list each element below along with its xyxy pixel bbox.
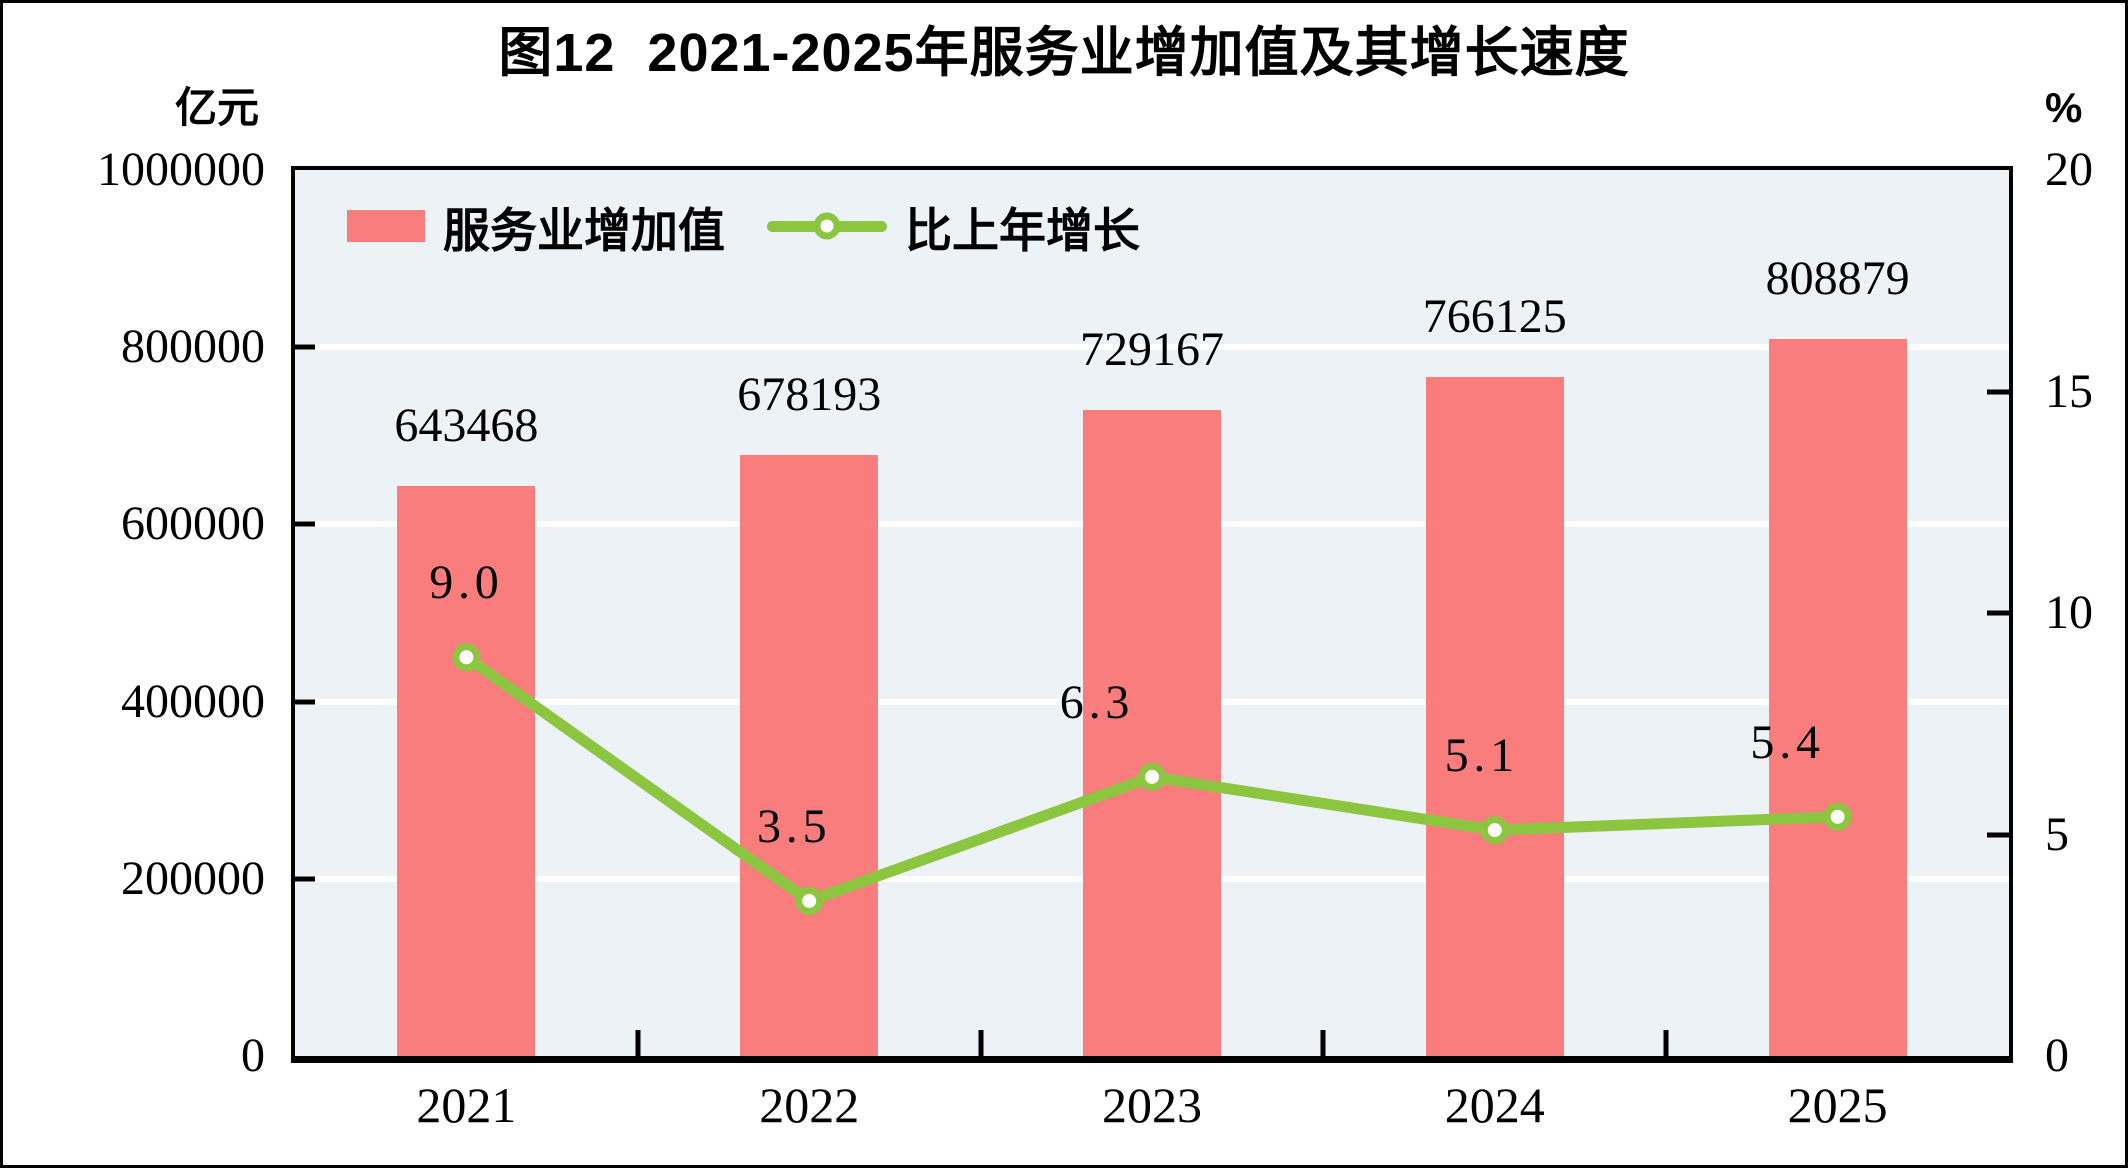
right-axis-tick-labels: 20 15 10 5 0 [2045, 3, 2125, 1165]
bar [740, 455, 879, 1056]
bar [1425, 377, 1564, 1056]
legend-line-icon [767, 212, 887, 240]
left-axis-label: 600000 [121, 497, 265, 551]
left-axis-tick [295, 876, 315, 882]
growth-rate-label: 5.4 [1750, 715, 1825, 769]
x-axis-label: 2024 [1444, 1077, 1545, 1133]
line-marker [1480, 816, 1509, 845]
line-marker [795, 886, 824, 915]
right-axis-tick [1987, 389, 2009, 394]
left-axis-tick [295, 699, 315, 705]
left-axis-unit: 亿元 [174, 84, 259, 131]
growth-rate-label: 5.1 [1444, 729, 1519, 783]
left-axis-label: 1000000 [97, 143, 265, 196]
legend-bar-swatch-icon [347, 210, 425, 242]
legend-bar-label: 服务业增加值 [443, 203, 725, 257]
x-axis-label: 2025 [1787, 1077, 1888, 1133]
bar-value-label: 678193 [737, 368, 882, 422]
growth-rate-label: 3.5 [756, 799, 832, 853]
plot-area: 服务业增加值 比上年增长 643468 678193 729167 766125 808… [291, 166, 2013, 1063]
right-axis-label: 15 [2045, 364, 2093, 418]
left-axis-label: 0 [241, 1029, 265, 1082]
right-axis-label: 10 [2045, 586, 2093, 639]
left-axis-label: 200000 [121, 851, 265, 905]
x-axis-tick [978, 1030, 984, 1056]
right-axis-tick [1987, 610, 2009, 616]
x-axis-tick [1663, 1030, 1669, 1056]
bar-value-label: 643468 [394, 398, 539, 452]
bar-value-label: 766125 [1422, 290, 1567, 344]
left-axis-tick [295, 344, 315, 350]
line-marker [452, 643, 481, 672]
x-axis-label: 2023 [1102, 1077, 1202, 1133]
legend-item-bar: 服务业增加值 [347, 192, 725, 261]
bar [397, 485, 536, 1056]
chart-title: 图12 2021-2025年服务业增加值及其增长速度 [498, 23, 1630, 83]
right-axis-label: 5 [2045, 807, 2069, 861]
line-marker [1823, 802, 1852, 831]
x-axis-tick [1320, 1030, 1326, 1056]
bar [1083, 409, 1221, 1056]
gridline [295, 344, 2009, 351]
right-axis-label: 0 [2045, 1029, 2069, 1082]
bar-value-label: 729167 [1080, 322, 1224, 376]
left-axis-tick [295, 521, 315, 527]
line-marker [1138, 762, 1166, 791]
plot-inner: 服务业增加值 比上年增长 643468 678193 729167 766125 808… [295, 170, 2009, 1056]
legend: 服务业增加值 比上年增长 [347, 204, 1140, 257]
bar [1768, 339, 1907, 1056]
right-axis-unit: % [2045, 84, 2083, 131]
growth-rate-label: 6.3 [1059, 675, 1135, 729]
legend-circle-marker-icon [813, 212, 841, 240]
x-axis-label: 2021 [416, 1077, 517, 1133]
right-axis-tick [1987, 832, 2009, 837]
left-axis-tick-labels: 1000000 800000 600000 400000 200000 0 [3, 3, 265, 1165]
growth-rate-label: 9.0 [429, 556, 504, 610]
right-axis-label: 20 [2045, 143, 2093, 196]
line-series-svg [452, 643, 1852, 915]
legend-item-line: 比上年增长 [767, 192, 1140, 261]
x-axis-tick [635, 1030, 641, 1056]
legend-line-label: 比上年增长 [905, 203, 1140, 257]
bar-value-label: 808879 [1765, 252, 1910, 306]
x-axis-label: 2022 [759, 1077, 860, 1133]
left-axis-label: 400000 [121, 674, 265, 728]
left-axis-label: 800000 [121, 320, 265, 374]
x-axis-labels: 2021 2022 2023 2024 2025 [295, 1077, 2009, 1137]
